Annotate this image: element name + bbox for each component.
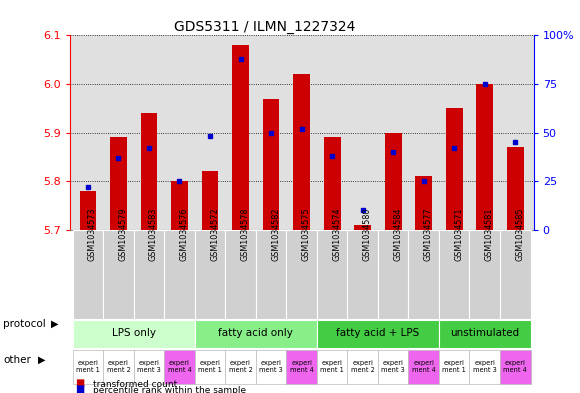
Text: GSM1034583: GSM1034583 [149, 208, 158, 261]
Text: experi
ment 1: experi ment 1 [76, 360, 100, 373]
Text: GSM1034581: GSM1034581 [485, 208, 494, 261]
Text: GSM1034579: GSM1034579 [118, 208, 128, 261]
Text: GSM1034574: GSM1034574 [332, 208, 341, 261]
Text: unstimulated: unstimulated [450, 328, 519, 338]
Text: ▶: ▶ [38, 354, 45, 365]
Text: other: other [3, 354, 31, 365]
FancyBboxPatch shape [72, 230, 103, 318]
FancyBboxPatch shape [134, 230, 164, 318]
FancyBboxPatch shape [256, 230, 287, 318]
FancyBboxPatch shape [287, 230, 317, 318]
Bar [476, 84, 493, 230]
Bar [324, 138, 340, 230]
FancyBboxPatch shape [408, 350, 439, 384]
FancyBboxPatch shape [500, 230, 531, 318]
Text: fatty acid only: fatty acid only [219, 328, 293, 338]
Text: experi
ment 1: experi ment 1 [443, 360, 466, 373]
Text: experi
ment 3: experi ment 3 [473, 360, 496, 373]
Text: GSM1034582: GSM1034582 [271, 208, 280, 261]
FancyBboxPatch shape [225, 230, 256, 318]
FancyBboxPatch shape [103, 350, 134, 384]
Text: transformed count: transformed count [93, 380, 177, 389]
Text: experi
ment 4: experi ment 4 [503, 360, 527, 373]
FancyBboxPatch shape [287, 350, 317, 384]
Bar [507, 147, 524, 230]
FancyBboxPatch shape [256, 350, 287, 384]
Text: GSM1034577: GSM1034577 [424, 208, 433, 261]
Text: experi
ment 2: experi ment 2 [229, 360, 252, 373]
Bar [446, 108, 463, 230]
Text: GSM1034578: GSM1034578 [241, 208, 249, 261]
Bar [293, 74, 310, 230]
Text: ■: ■ [75, 384, 85, 393]
FancyBboxPatch shape [164, 350, 195, 384]
Bar [171, 181, 188, 230]
Bar [140, 113, 157, 230]
FancyBboxPatch shape [225, 350, 256, 384]
Text: experi
ment 3: experi ment 3 [259, 360, 283, 373]
Text: fatty acid + LPS: fatty acid + LPS [336, 328, 419, 338]
FancyBboxPatch shape [72, 320, 195, 347]
Text: ▶: ▶ [51, 319, 59, 329]
Text: LPS only: LPS only [112, 328, 155, 338]
FancyBboxPatch shape [72, 350, 103, 384]
FancyBboxPatch shape [378, 230, 408, 318]
FancyBboxPatch shape [134, 350, 164, 384]
Title: GDS5311 / ILMN_1227324: GDS5311 / ILMN_1227324 [174, 20, 355, 34]
FancyBboxPatch shape [164, 230, 195, 318]
FancyBboxPatch shape [469, 230, 500, 318]
FancyBboxPatch shape [347, 230, 378, 318]
Text: experi
ment 3: experi ment 3 [137, 360, 161, 373]
Bar [385, 132, 401, 230]
Bar [354, 225, 371, 230]
FancyBboxPatch shape [500, 350, 531, 384]
Text: percentile rank within the sample: percentile rank within the sample [93, 386, 246, 393]
Text: experi
ment 1: experi ment 1 [320, 360, 344, 373]
Text: experi
ment 4: experi ment 4 [412, 360, 436, 373]
Bar [232, 45, 249, 230]
FancyBboxPatch shape [195, 350, 225, 384]
Text: GSM1034572: GSM1034572 [210, 208, 219, 261]
FancyBboxPatch shape [347, 350, 378, 384]
Bar [415, 176, 432, 230]
Text: experi
ment 2: experi ment 2 [351, 360, 375, 373]
Text: experi
ment 1: experi ment 1 [198, 360, 222, 373]
FancyBboxPatch shape [317, 230, 347, 318]
FancyBboxPatch shape [317, 320, 439, 347]
Bar [79, 191, 96, 230]
Text: protocol: protocol [3, 319, 46, 329]
Text: GSM1034575: GSM1034575 [302, 208, 311, 261]
Text: GSM1034585: GSM1034585 [515, 208, 524, 261]
Bar [202, 171, 219, 230]
FancyBboxPatch shape [469, 350, 500, 384]
Text: experi
ment 2: experi ment 2 [107, 360, 130, 373]
Text: GSM1034573: GSM1034573 [88, 208, 97, 261]
Text: experi
ment 4: experi ment 4 [168, 360, 191, 373]
Text: GSM1034580: GSM1034580 [362, 208, 372, 261]
FancyBboxPatch shape [408, 230, 439, 318]
FancyBboxPatch shape [439, 320, 531, 347]
Text: experi
ment 4: experi ment 4 [289, 360, 314, 373]
Text: GSM1034584: GSM1034584 [393, 208, 402, 261]
FancyBboxPatch shape [439, 230, 469, 318]
FancyBboxPatch shape [195, 230, 225, 318]
Text: GSM1034576: GSM1034576 [179, 208, 188, 261]
Text: ■: ■ [75, 378, 85, 388]
Text: experi
ment 3: experi ment 3 [381, 360, 405, 373]
Bar [263, 99, 280, 230]
FancyBboxPatch shape [195, 320, 317, 347]
Bar [110, 138, 127, 230]
FancyBboxPatch shape [317, 350, 347, 384]
FancyBboxPatch shape [103, 230, 134, 318]
Text: GSM1034571: GSM1034571 [454, 208, 463, 261]
FancyBboxPatch shape [378, 350, 408, 384]
FancyBboxPatch shape [439, 350, 469, 384]
